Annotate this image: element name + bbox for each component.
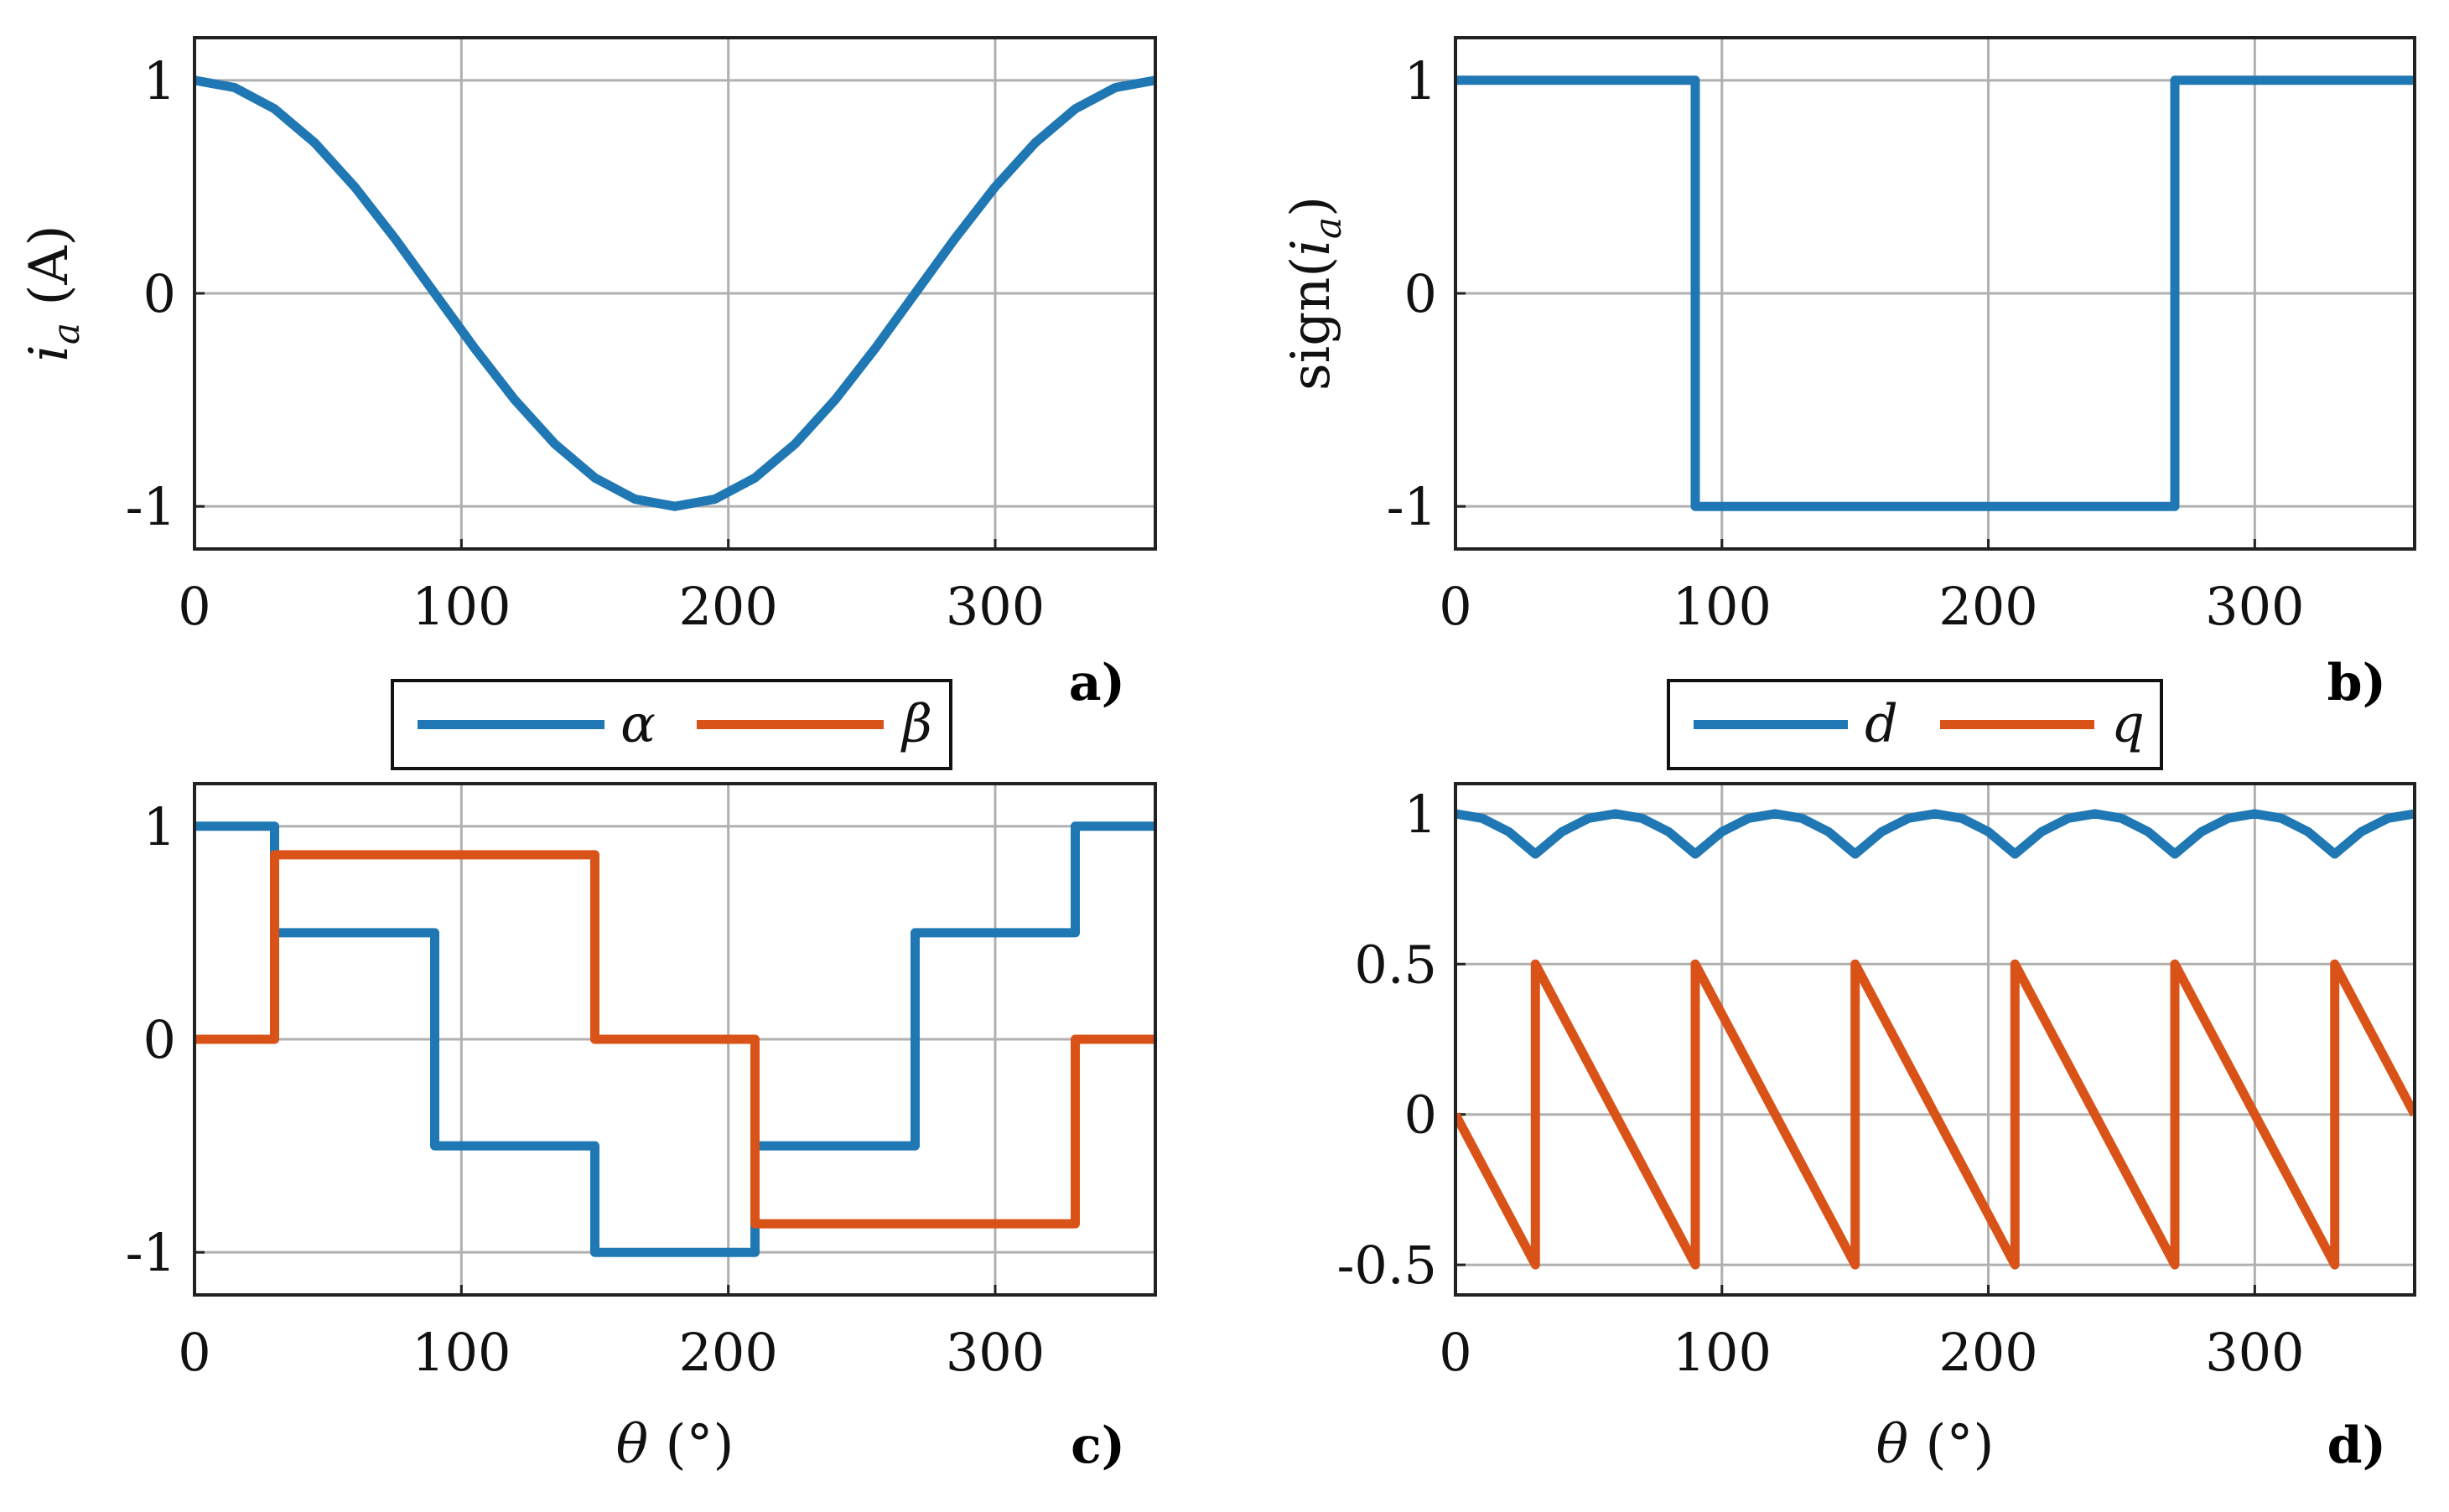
x-tick-label: 100: [1673, 1322, 1772, 1383]
series-line-: [195, 850, 1155, 1229]
x-tick-label: 100: [412, 1322, 511, 1383]
y-tick-label: 1: [143, 50, 176, 111]
x-tick-label: 300: [2205, 576, 2304, 637]
chart-panel-4: 0 100 200 300-0.500.51θ (°) d)d q: [1336, 679, 2416, 1476]
x-axis-label: θ (°): [616, 1414, 734, 1476]
x-tick-label: 200: [1938, 576, 2037, 637]
x-axis-label: θ (°): [1876, 1414, 1995, 1476]
series-line-d: [1455, 809, 2415, 859]
panel-label: a): [1069, 654, 1125, 712]
axes-box: [193, 36, 1157, 551]
y-tick-label: -1: [126, 476, 176, 537]
y-tick-label: 1: [1404, 784, 1437, 845]
legend-entry: α: [620, 693, 656, 754]
y-tick-label: 0.5: [1354, 934, 1437, 995]
legend-entry: d: [1865, 693, 1898, 754]
x-tick-label: 200: [678, 1322, 777, 1383]
panel-label: d): [2327, 1416, 2386, 1475]
y-tick-label: 0: [1404, 263, 1437, 324]
x-tick-label: 300: [946, 576, 1045, 637]
y-tick-label: 1: [1404, 50, 1437, 111]
axes-box: [193, 782, 1157, 1297]
axes-box: [1454, 36, 2416, 551]
series-line-signia: [1455, 75, 2415, 511]
legend-entry: β: [900, 693, 932, 754]
x-tick-label: 200: [1938, 1322, 2037, 1383]
x-tick-label: 300: [2205, 1322, 2304, 1383]
series-line-q: [1455, 959, 2415, 1270]
x-tick-label: 300: [946, 1322, 1045, 1383]
y-tick-label: -0.5: [1336, 1235, 1437, 1296]
panel-label: b): [2327, 654, 2386, 712]
y-axis-label: ia (A): [18, 225, 88, 361]
x-tick-label: 0: [1439, 576, 1471, 637]
x-tick-label: 200: [678, 576, 777, 637]
x-tick-label: 100: [1673, 576, 1772, 637]
series-line-: [195, 821, 1155, 1257]
y-tick-label: 0: [143, 1009, 176, 1070]
x-tick-label: 0: [178, 1322, 210, 1383]
legend-entry: q: [2111, 693, 2145, 754]
x-tick-label: 0: [1439, 1322, 1471, 1383]
panel-label: c): [1071, 1416, 1125, 1475]
axes-box: [1454, 782, 2416, 1297]
y-tick-label: 1: [143, 796, 176, 857]
x-tick-label: 100: [412, 576, 511, 637]
y-tick-label: 0: [143, 263, 176, 324]
y-tick-label: 0: [1404, 1085, 1437, 1146]
series-line-ia: [195, 75, 1155, 511]
x-tick-label: 0: [178, 576, 210, 637]
y-tick-label: -1: [1387, 476, 1437, 537]
y-tick-label: -1: [126, 1222, 176, 1283]
y-axis-label: sign(ia): [1280, 196, 1350, 391]
